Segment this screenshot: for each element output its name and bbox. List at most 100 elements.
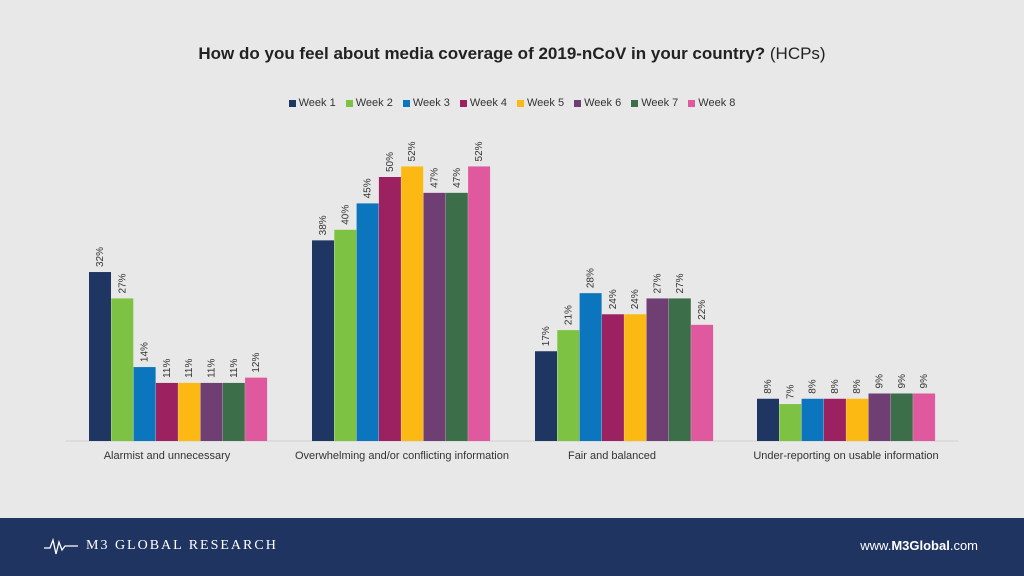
bar — [846, 398, 869, 441]
bar — [334, 229, 357, 441]
brand-logo: M3 GLOBAL RESEARCH — [44, 536, 278, 556]
legend-label: Week 5 — [527, 97, 565, 109]
category-label: Under-reporting on usable information — [753, 450, 938, 462]
legend-item: Week 1 — [288, 97, 336, 109]
data-label: 7% — [785, 384, 796, 399]
data-label: 27% — [653, 273, 664, 293]
legend-label: Week 4 — [469, 97, 507, 109]
chart-title-suffix: (HCPs) — [765, 44, 826, 63]
bar-chart: 32% 27% 14% 11% 11% 11% 11% 12% Alarmist and unn… — [66, 141, 958, 462]
data-label: 22% — [697, 300, 708, 320]
data-label: 17% — [541, 326, 552, 346]
legend-swatch — [288, 99, 296, 107]
data-label: 12% — [251, 353, 262, 373]
data-label: 11% — [207, 359, 218, 378]
data-label: 47% — [452, 168, 463, 188]
chart-title-main: How do you feel about media coverage of … — [198, 44, 766, 63]
bar — [222, 382, 245, 441]
data-label: 47% — [430, 168, 441, 188]
legend-label: Week 6 — [584, 97, 622, 109]
bar — [133, 367, 156, 441]
data-label: 8% — [852, 379, 863, 394]
legend-label: Week 3 — [412, 97, 450, 109]
data-label: 9% — [897, 374, 908, 389]
bar — [601, 314, 624, 441]
data-label: 52% — [407, 141, 418, 161]
bar — [823, 398, 846, 441]
data-label: 21% — [563, 305, 574, 325]
category-label: Fair and balanced — [568, 450, 656, 462]
data-label: 8% — [830, 379, 841, 394]
bar — [557, 330, 580, 441]
data-label: 11% — [162, 359, 173, 378]
data-label: 45% — [363, 178, 374, 198]
site-domain: M3Global — [891, 538, 950, 553]
data-label: 24% — [608, 289, 619, 309]
data-label: 27% — [675, 273, 686, 293]
bar — [868, 393, 891, 441]
legend-swatch — [517, 99, 524, 107]
legend-swatch — [402, 99, 410, 107]
chart-legend: Week 1 Week 2 Week 3 Week 4 Week 5 Week 6 Week… — [0, 97, 1024, 109]
data-label: 8% — [763, 379, 774, 394]
data-label: 32% — [95, 247, 106, 267]
bar — [312, 240, 334, 441]
bar — [401, 166, 424, 441]
legend-item: Week 8 — [688, 97, 735, 109]
bar — [378, 177, 401, 441]
chart-title: How do you feel about media coverage of … — [0, 44, 1024, 64]
website-link[interactable]: www.M3Global.com — [860, 538, 978, 553]
bar — [200, 382, 223, 441]
bar — [624, 314, 647, 441]
legend-item: Week 2 — [345, 97, 393, 109]
bar — [779, 404, 802, 441]
data-label: 11% — [229, 359, 240, 378]
bar — [913, 393, 936, 441]
data-label: 9% — [875, 374, 886, 389]
bar — [668, 298, 691, 441]
legend-label: Week 2 — [355, 97, 393, 109]
bar — [646, 298, 669, 441]
category-label: Overwhelming and/or conflicting informat… — [295, 450, 509, 462]
data-label: 40% — [340, 205, 351, 225]
bar — [801, 398, 824, 441]
category-label: Alarmist and unnecessary — [104, 450, 231, 462]
legend-swatch — [574, 99, 582, 107]
brand-name: M3 GLOBAL RESEARCH — [86, 538, 278, 553]
bar — [468, 166, 491, 441]
data-label: 14% — [140, 342, 151, 362]
bar — [445, 192, 468, 441]
legend-swatch — [688, 99, 696, 107]
legend-swatch — [459, 99, 467, 107]
legend-item: Week 4 — [459, 97, 507, 109]
bar — [757, 398, 779, 441]
bar — [579, 293, 602, 441]
bar — [890, 393, 913, 441]
legend-item: Week 6 — [574, 97, 621, 109]
legend-label: Week 7 — [641, 97, 679, 109]
bar — [356, 203, 379, 441]
data-label: 50% — [385, 152, 396, 172]
data-label: 38% — [318, 215, 329, 235]
legend-swatch — [345, 99, 353, 107]
legend-item: Week 7 — [631, 97, 678, 109]
bar — [535, 351, 557, 441]
site-prefix: www. — [860, 538, 892, 553]
data-label: 28% — [586, 268, 597, 288]
legend-swatch — [631, 99, 639, 107]
bar — [178, 382, 201, 441]
bar — [89, 272, 111, 441]
data-label: 11% — [184, 359, 195, 378]
data-label: 9% — [919, 374, 930, 389]
site-suffix: .com — [949, 538, 978, 553]
bar — [245, 377, 268, 441]
legend-label: Week 8 — [698, 97, 736, 109]
heartbeat-icon — [44, 537, 78, 555]
bar — [111, 298, 134, 441]
legend-label: Week 1 — [298, 97, 336, 109]
data-label: 27% — [117, 273, 128, 293]
footer-bar: M3 GLOBAL RESEARCH www.M3Global.com — [0, 518, 1024, 576]
data-label: 52% — [474, 141, 485, 161]
bar — [691, 324, 714, 441]
data-label: 24% — [630, 289, 641, 309]
